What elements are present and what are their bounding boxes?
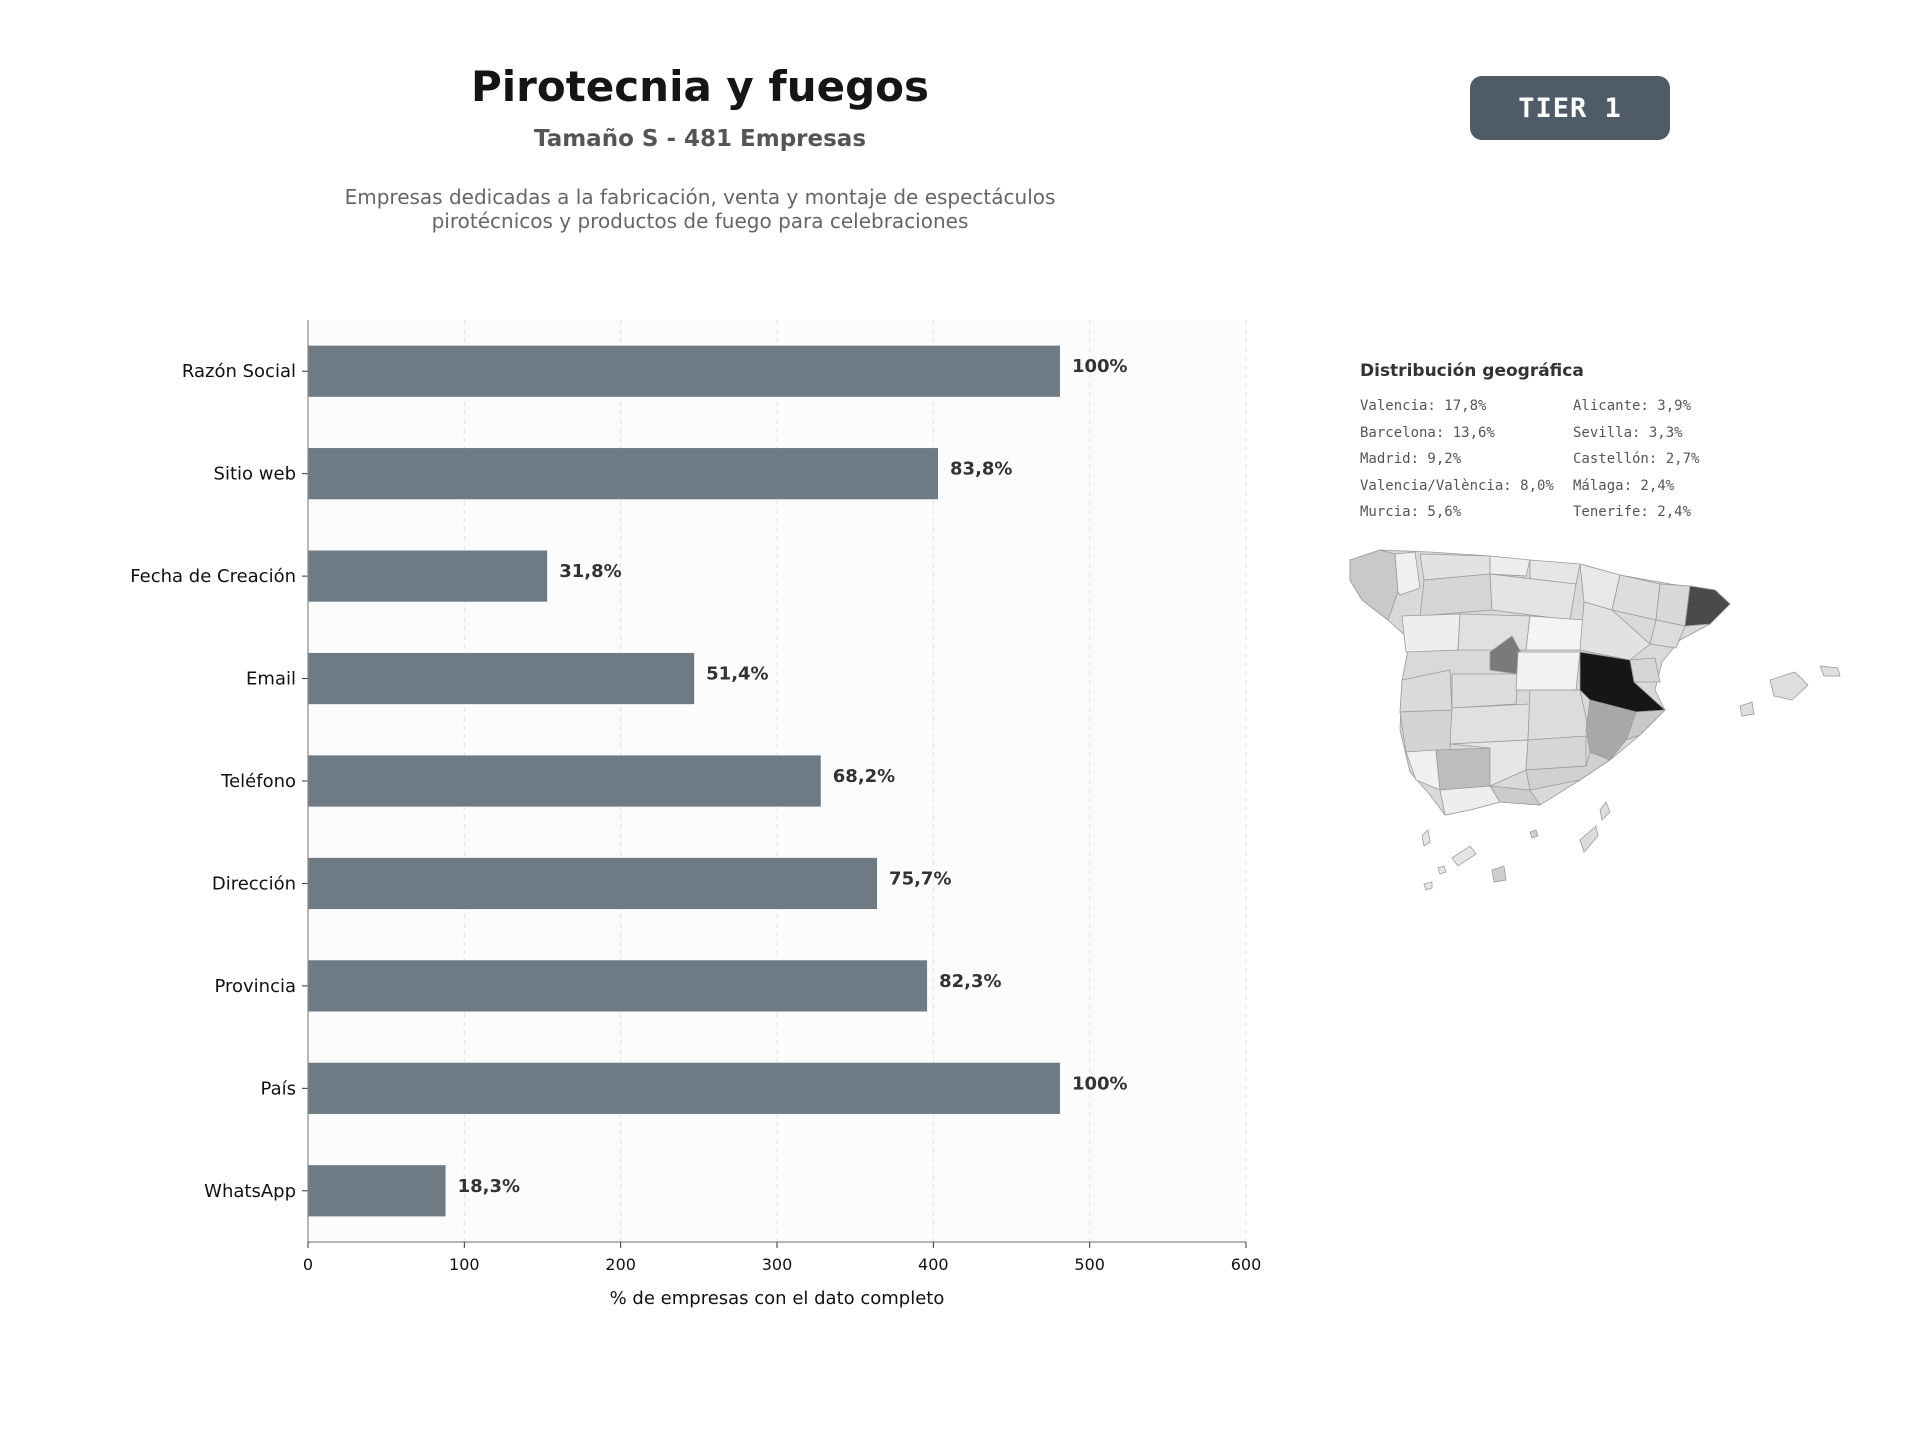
geo-item: Tenerife: 2,4% [1573,504,1692,520]
region-canary-la-gomera [1437,865,1447,875]
region-canary-fuerteventura [1579,825,1599,853]
bar [308,1062,1060,1114]
bar-value-label: 82,3% [939,971,1001,992]
category-label: Provincia [214,976,296,997]
category-label: Email [246,669,296,690]
region-cuenca [1515,651,1581,691]
bar [308,448,939,500]
geo-item: Madrid: 9,2% [1360,451,1462,467]
region-cordoba [1449,739,1529,787]
category-label: País [261,1078,296,1099]
bar-value-label: 51,4% [706,664,768,685]
region-valladolid [1457,613,1531,651]
chart-description: Empresas dedicadas a la fabricación, ven… [300,185,1100,233]
geo-item: Valencia: 17,8% [1360,398,1487,414]
region-jaen [1525,735,1587,771]
chart-title: Pirotecnia y fuegos [470,62,930,111]
region-albacete [1527,689,1591,741]
bar-value-label: 68,2% [833,766,895,787]
geo-item: Sevilla: 3,3% [1573,424,1683,441]
geo-item: Barcelona: 13,6% [1360,424,1495,441]
region-cantabria [1489,555,1531,577]
region-ciudad-real [1449,703,1531,745]
region-balearic-mallorca [1769,671,1809,701]
x-tick-label: 0 [303,1255,313,1274]
x-tick-label: 600 [1231,1255,1262,1274]
bar [308,857,878,910]
bar [308,652,695,705]
bar [308,960,928,1012]
geo-item: Málaga: 2,4% [1573,477,1675,494]
category-label: WhatsApp [204,1181,296,1202]
chart-subtitle: Tamaño S - 481 Empresas [533,126,867,152]
bar [308,550,548,602]
bar [308,755,821,807]
category-label: Fecha de Creación [130,566,296,587]
x-tick-label: 500 [1074,1255,1105,1274]
category-label: Razón Social [182,361,296,382]
completeness-bar-chart: Razón Social 100% Sitio web 83,8% Fecha de C… [130,320,1262,1309]
category-label: Dirección [212,873,296,894]
bar-value-label: 75,7% [889,868,951,889]
region-balearic-menorca [1819,665,1841,677]
region-canary-la-palma [1421,829,1431,847]
bar-value-label: 83,8% [950,459,1012,480]
tier-badge: TIER 1 [1470,76,1670,140]
bar-value-label: 100% [1072,1073,1128,1094]
bar-value-label: 31,8% [559,561,621,582]
region-canary-el-hierro [1423,881,1433,891]
bar-value-label: 18,3% [458,1176,520,1197]
description-line-2: pirotécnicos y productos de fuego para c… [431,209,969,233]
category-label: Teléfono [220,771,296,792]
region-canary-lanzarote [1599,801,1611,821]
region-leon [1419,573,1493,617]
x-tick-label: 200 [605,1255,636,1274]
description-line-1: Empresas dedicadas a la fabricación, ven… [344,185,1056,209]
x-axis-label: % de empresas con el dato completo [610,1288,945,1309]
geo-item: Alicante: 3,9% [1573,398,1692,414]
x-tick-label: 100 [449,1255,480,1274]
region-badajoz [1399,709,1453,753]
region-lugo [1394,551,1421,596]
region-lleida [1655,583,1691,627]
x-tick-label: 400 [918,1255,949,1274]
region-ceuta [1529,829,1539,839]
bar-value-label: 100% [1072,356,1128,377]
geo-distribution-list: Valencia: 17,8% Barcelona: 13,6% Madrid:… [1360,398,1800,531]
region-castellon [1629,657,1661,683]
region-galicia [1349,549,1399,621]
region-sevilla [1435,747,1491,791]
region-toledo [1451,673,1519,709]
category-label: Sitio web [214,464,296,485]
spain-choropleth-map [1349,549,1841,891]
region-zamora [1401,613,1461,653]
bar [308,1165,446,1217]
bar [308,345,1060,397]
region-barcelona [1684,585,1731,627]
region-cadiz [1439,785,1501,816]
region-soria [1525,615,1585,651]
region-tarragona [1649,619,1686,649]
region-zaragoza [1579,601,1651,661]
region-balearic-ibiza [1739,701,1755,717]
geo-distribution-title: Distribución geográfica [1360,361,1584,381]
geo-item: Castellón: 2,7% [1573,451,1700,467]
geo-item: Murcia: 5,6% [1360,504,1462,520]
x-tick-label: 300 [762,1255,793,1274]
geo-item: Valencia/València: 8,0% [1360,477,1554,494]
region-canary-tenerife [1451,845,1477,867]
region-canary-gran-canaria [1491,865,1507,883]
